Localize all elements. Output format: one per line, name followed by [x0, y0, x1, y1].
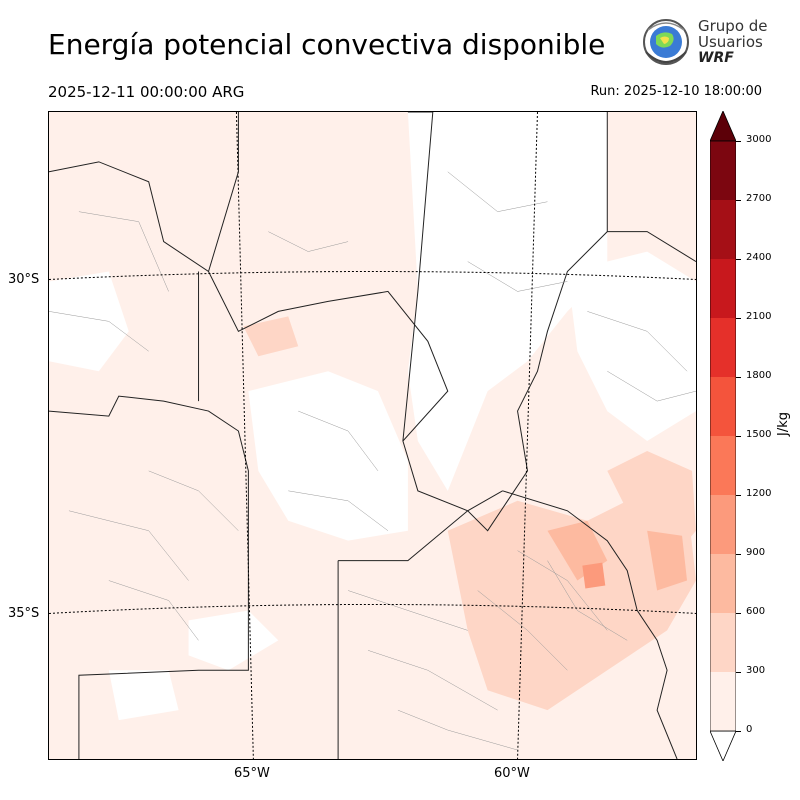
valid-time: 2025-12-11 00:00:00 ARG — [48, 83, 245, 101]
colorbar-tick-label: 1500 — [746, 429, 772, 440]
lon-label-65w: 65°W — [234, 766, 270, 781]
colorbar-tick-label: 3000 — [746, 134, 772, 145]
colorbar-tick — [736, 612, 741, 614]
colorbar-tick — [736, 199, 741, 201]
colorbar-bin — [710, 554, 736, 613]
colorbar-tick — [736, 435, 741, 437]
lat-label-35s: 35°S — [8, 606, 40, 621]
colorbar-frame — [710, 140, 736, 732]
colorbar-tick-label: 0 — [746, 724, 753, 735]
colorbar-tick — [736, 553, 741, 555]
colorbar-tick-label: 2700 — [746, 193, 772, 204]
graticule — [49, 112, 696, 759]
colorbar-tick — [736, 376, 741, 378]
colorbar-bin — [710, 495, 736, 554]
globe-icon — [643, 19, 689, 65]
colorbar-tick-label: 1200 — [746, 488, 772, 499]
colorbar-bin — [710, 200, 736, 259]
mid-cape-areas — [243, 316, 696, 711]
colorbar-tick-label: 300 — [746, 665, 766, 676]
map-title: Energía potencial convectiva disponible — [48, 28, 606, 61]
colorbar-tick — [736, 317, 741, 319]
colorbar-bin — [710, 672, 736, 731]
cape-map — [48, 111, 697, 760]
colorbar-tick — [736, 258, 741, 260]
logo-line-3: WRF — [698, 50, 734, 66]
colorbar-unit: J/kg — [776, 412, 791, 436]
colorbar-bin — [710, 259, 736, 318]
colorbar-tick-label: 600 — [746, 606, 766, 617]
colorbar — [710, 111, 736, 761]
colorbar-bin — [710, 436, 736, 495]
wrf-logo: Grupo de Usuarios WRF — [638, 16, 768, 72]
logo-line-2: Usuarios — [698, 33, 763, 51]
colorbar-extend-min — [710, 730, 736, 761]
colorbar-tick-label: 900 — [746, 547, 766, 558]
province-borders — [49, 112, 696, 759]
colorbar-bin — [710, 141, 736, 200]
colorbar-bin — [710, 318, 736, 377]
logo-line-1: Grupo de — [698, 17, 768, 35]
low-cape-areas — [49, 112, 696, 721]
colorbar-tick-label: 2100 — [746, 311, 772, 322]
colorbar-extend-max — [710, 111, 736, 142]
lat-label-30s: 30°S — [8, 272, 40, 287]
colorbar-tick — [736, 494, 741, 496]
department-borders — [49, 171, 696, 751]
lon-label-60w: 60°W — [494, 766, 530, 781]
run-time: Run: 2025-12-10 18:00:00 — [590, 84, 762, 99]
colorbar-bin — [710, 377, 736, 436]
colorbar-tick-label: 1800 — [746, 370, 772, 381]
colorbar-tick-label: 2400 — [746, 252, 772, 263]
colorbar-tick — [736, 671, 741, 673]
colorbar-tick — [736, 730, 741, 732]
colorbar-bin — [710, 613, 736, 672]
colorbar-tick — [736, 140, 741, 142]
